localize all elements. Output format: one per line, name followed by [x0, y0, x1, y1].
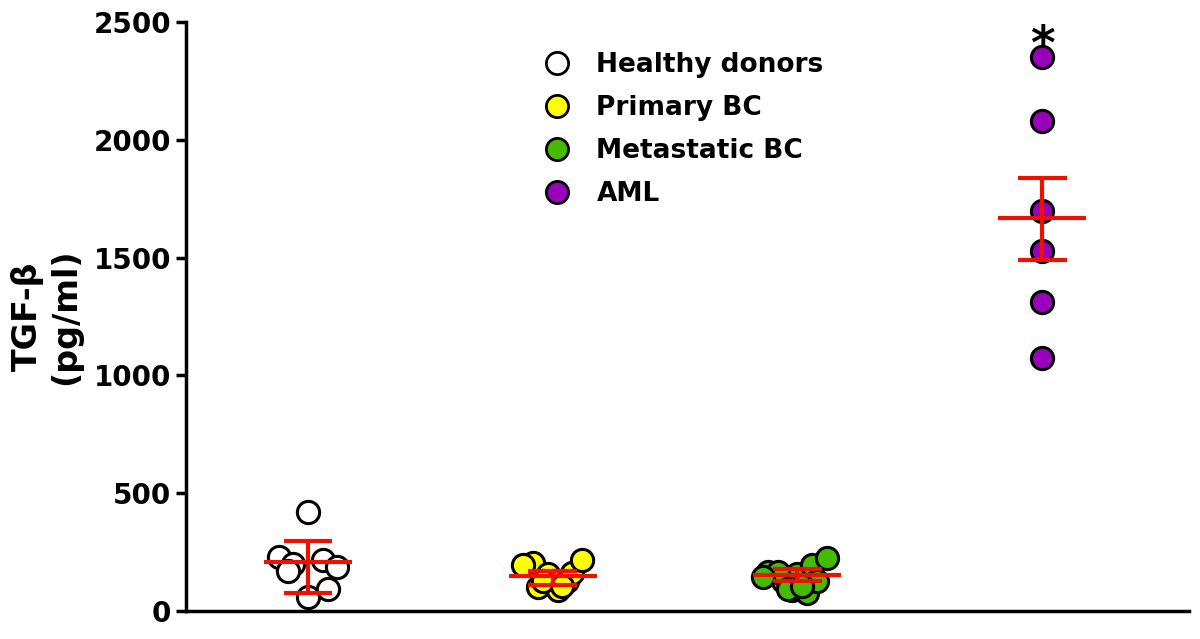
Legend: Healthy donors, Primary BC, Metastatic BC, AML: Healthy donors, Primary BC, Metastatic B… [520, 41, 834, 218]
Text: *: * [1030, 24, 1055, 70]
Y-axis label: TGF-β
(pg/ml): TGF-β (pg/ml) [11, 248, 83, 385]
